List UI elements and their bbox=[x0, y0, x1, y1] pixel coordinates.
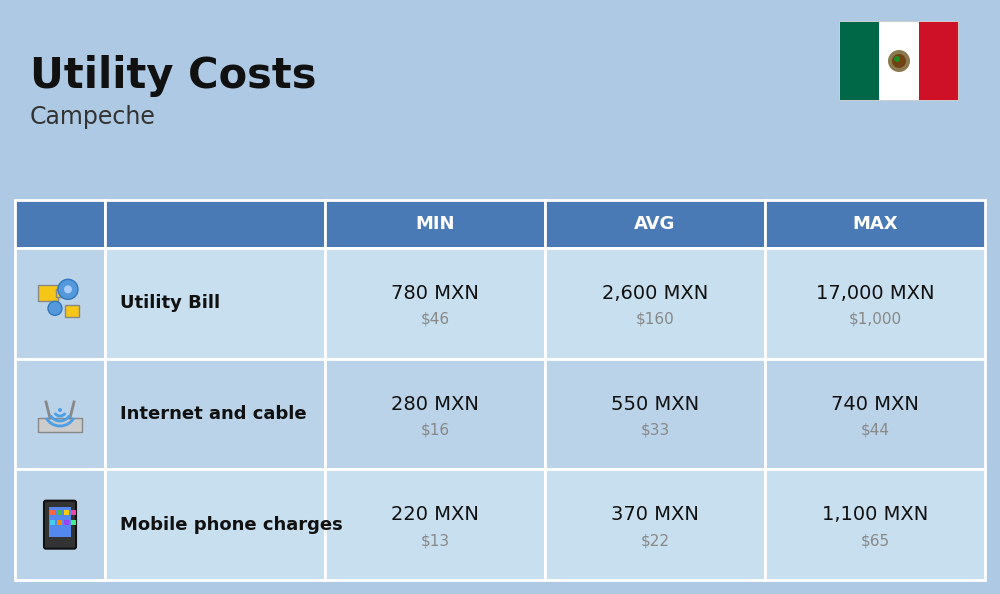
Bar bbox=[840, 22, 879, 100]
Text: Mobile phone charges: Mobile phone charges bbox=[120, 516, 343, 533]
Bar bbox=[15, 469, 105, 580]
Text: 280 MXN: 280 MXN bbox=[391, 394, 479, 413]
Circle shape bbox=[888, 50, 910, 72]
Bar bbox=[105, 359, 325, 469]
Circle shape bbox=[58, 408, 62, 412]
Bar bbox=[56, 289, 64, 298]
FancyBboxPatch shape bbox=[44, 501, 76, 549]
Bar bbox=[545, 200, 765, 248]
Bar bbox=[919, 22, 958, 100]
Bar bbox=[15, 359, 105, 469]
Bar bbox=[15, 248, 105, 359]
Text: 220 MXN: 220 MXN bbox=[391, 505, 479, 524]
Bar bbox=[765, 248, 985, 359]
Bar bbox=[50, 510, 55, 514]
Circle shape bbox=[894, 56, 900, 62]
Circle shape bbox=[58, 279, 78, 299]
Text: 740 MXN: 740 MXN bbox=[831, 394, 919, 413]
Text: $1,000: $1,000 bbox=[848, 312, 902, 327]
Bar bbox=[49, 507, 71, 536]
Circle shape bbox=[48, 301, 62, 315]
Bar bbox=[38, 418, 82, 432]
Text: $16: $16 bbox=[420, 422, 450, 438]
Bar bbox=[325, 359, 545, 469]
Bar bbox=[765, 200, 985, 248]
Bar bbox=[64, 520, 69, 525]
Circle shape bbox=[892, 54, 906, 68]
Text: MIN: MIN bbox=[415, 215, 455, 233]
Bar bbox=[325, 469, 545, 580]
Text: Utility Bill: Utility Bill bbox=[120, 295, 220, 312]
Text: $44: $44 bbox=[860, 422, 890, 438]
FancyBboxPatch shape bbox=[839, 21, 959, 101]
Bar bbox=[65, 305, 79, 317]
Text: 780 MXN: 780 MXN bbox=[391, 284, 479, 303]
Bar bbox=[105, 248, 325, 359]
Bar bbox=[325, 248, 545, 359]
Text: $33: $33 bbox=[640, 422, 670, 438]
Bar bbox=[38, 285, 58, 301]
Bar bbox=[325, 200, 545, 248]
Text: $22: $22 bbox=[640, 533, 670, 548]
Bar bbox=[879, 22, 919, 100]
Bar bbox=[50, 520, 55, 525]
Text: 550 MXN: 550 MXN bbox=[611, 394, 699, 413]
Bar bbox=[71, 520, 76, 525]
Text: 17,000 MXN: 17,000 MXN bbox=[816, 284, 934, 303]
Text: AVG: AVG bbox=[634, 215, 676, 233]
Bar bbox=[765, 359, 985, 469]
Text: Internet and cable: Internet and cable bbox=[120, 405, 307, 423]
Text: 2,600 MXN: 2,600 MXN bbox=[602, 284, 708, 303]
Text: 1,100 MXN: 1,100 MXN bbox=[822, 505, 928, 524]
Text: $13: $13 bbox=[420, 533, 450, 548]
Bar bbox=[57, 520, 62, 525]
Circle shape bbox=[64, 285, 72, 293]
Bar bbox=[57, 510, 62, 514]
Bar bbox=[765, 469, 985, 580]
Bar bbox=[64, 510, 69, 514]
Bar bbox=[71, 510, 76, 514]
Bar bbox=[545, 359, 765, 469]
Text: $46: $46 bbox=[420, 312, 450, 327]
Text: Campeche: Campeche bbox=[30, 105, 156, 129]
Text: Utility Costs: Utility Costs bbox=[30, 55, 316, 97]
Bar bbox=[15, 200, 105, 248]
Bar bbox=[105, 200, 325, 248]
Text: $65: $65 bbox=[860, 533, 890, 548]
Bar bbox=[545, 469, 765, 580]
Bar bbox=[105, 469, 325, 580]
Text: 370 MXN: 370 MXN bbox=[611, 505, 699, 524]
Text: $160: $160 bbox=[636, 312, 674, 327]
Text: MAX: MAX bbox=[852, 215, 898, 233]
Bar bbox=[545, 248, 765, 359]
